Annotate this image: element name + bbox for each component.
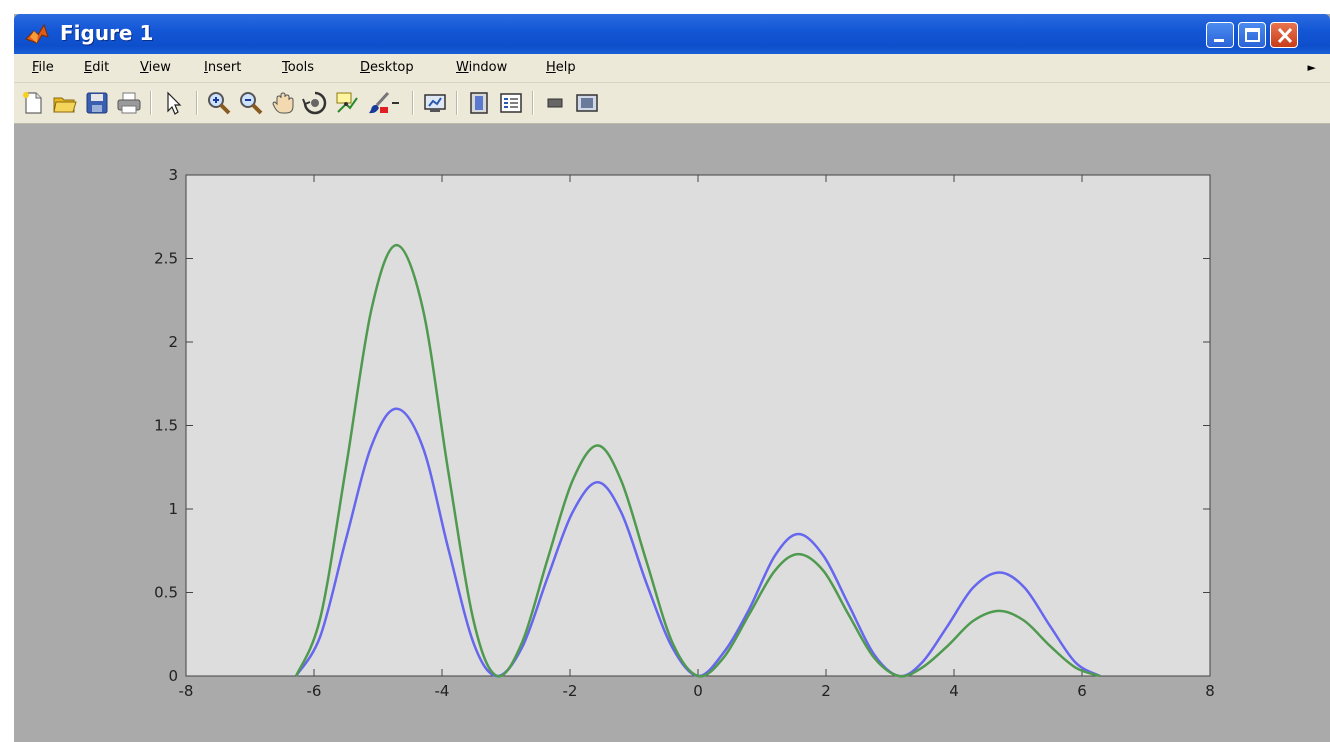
pan-icon[interactable]	[270, 90, 296, 116]
open-file-icon[interactable]	[52, 90, 78, 116]
minimize-icon	[1214, 39, 1224, 42]
x-tick-label: -4	[435, 682, 450, 700]
axes-background	[185, 174, 1211, 677]
show-plot-tools-icon[interactable]	[574, 90, 600, 116]
matlab-logo-icon	[25, 23, 49, 44]
menu-help[interactable]: Help	[546, 60, 576, 75]
series-line-1[interactable]	[295, 407, 1101, 678]
menu-file[interactable]: File	[32, 60, 54, 75]
toolbar-separator	[456, 91, 458, 115]
window-title: Figure 1	[60, 21, 154, 45]
hide-plot-tools-icon[interactable]	[542, 90, 568, 116]
edit-plot-icon[interactable]	[160, 90, 186, 116]
menu-bar: File Edit View Insert Tools Desktop Wind…	[14, 54, 1330, 83]
print-icon[interactable]	[116, 90, 142, 116]
y-tick-label: 0.5	[154, 584, 178, 602]
brush-icon[interactable]	[366, 90, 392, 116]
y-tick-label: 1.5	[154, 417, 178, 435]
y-tick-label: 0	[168, 667, 178, 685]
close-icon	[1277, 27, 1293, 44]
new-figure-icon[interactable]	[20, 90, 46, 116]
rotate-3d-icon[interactable]	[302, 90, 328, 116]
x-tick-label: -6	[307, 682, 322, 700]
x-tick-label: 4	[949, 682, 959, 700]
y-tick-label: 1	[168, 500, 178, 518]
insert-legend-icon[interactable]	[498, 90, 524, 116]
maximize-button[interactable]	[1238, 22, 1266, 48]
zoom-out-icon[interactable]	[238, 90, 264, 116]
menu-tools[interactable]: Tools	[282, 60, 315, 75]
toolbar-separator	[532, 91, 534, 115]
x-tick-label: -2	[563, 682, 578, 700]
title-bar[interactable]: Figure 1	[14, 14, 1330, 54]
insert-colorbar-icon[interactable]	[466, 90, 492, 116]
x-tick-label: 0	[693, 682, 703, 700]
x-tick-label: 6	[1077, 682, 1087, 700]
maximize-icon	[1245, 28, 1260, 42]
x-tick-label: 8	[1205, 682, 1215, 700]
menu-overflow-icon[interactable]: ►	[1307, 61, 1316, 74]
x-tick-label: -8	[179, 682, 194, 700]
menu-edit[interactable]: Edit	[84, 60, 110, 75]
y-tick-label: 3	[168, 166, 178, 184]
close-button[interactable]	[1270, 22, 1298, 48]
minimize-button[interactable]	[1206, 22, 1234, 48]
figure-toolbar	[14, 83, 1330, 124]
zoom-in-icon[interactable]	[206, 90, 232, 116]
menu-insert[interactable]: Insert	[204, 60, 242, 75]
toolbar-separator	[196, 91, 198, 115]
menu-window[interactable]: Window	[456, 60, 508, 75]
y-tick-label: 2.5	[154, 250, 178, 268]
data-cursor-icon[interactable]	[334, 90, 360, 116]
toolbar-separator	[150, 91, 152, 115]
save-icon[interactable]	[84, 90, 110, 116]
x-tick-label: 2	[821, 682, 831, 700]
y-tick-label: 2	[168, 333, 178, 351]
menu-view[interactable]: View	[140, 60, 171, 75]
menu-desktop[interactable]: Desktop	[360, 60, 414, 75]
toolbar-separator	[412, 91, 414, 115]
series-line-2[interactable]	[294, 243, 1101, 678]
brush-dropdown-icon[interactable]	[390, 90, 402, 116]
link-plot-icon[interactable]	[422, 90, 448, 116]
